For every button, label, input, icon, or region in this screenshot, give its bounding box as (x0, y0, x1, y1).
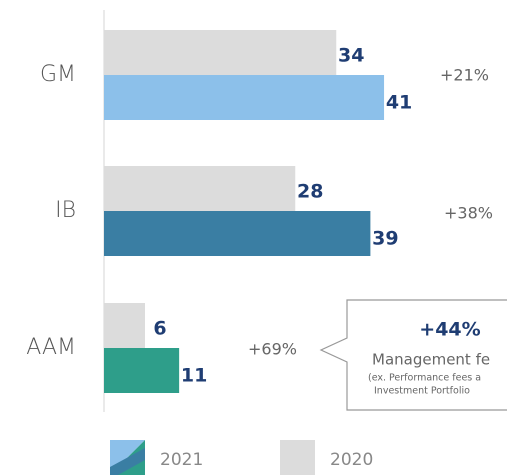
value-label: 39 (372, 228, 398, 250)
callout-text: Management fe (372, 351, 490, 369)
category-label: GM (40, 62, 76, 87)
bar (104, 75, 385, 120)
bar (104, 211, 371, 256)
value-label: 11 (181, 365, 207, 387)
bar (104, 348, 180, 393)
category-label: AAM (26, 335, 76, 360)
value-label: 34 (338, 45, 364, 67)
legend-swatch (110, 448, 145, 475)
category-label: IB (55, 198, 76, 223)
value-label: 6 (153, 318, 166, 340)
callout-note: (ex. Performance fees a (368, 373, 481, 384)
growth-label: +69% (248, 340, 297, 359)
legend-label: 2020 (330, 450, 373, 470)
bar (104, 303, 145, 348)
bar (104, 30, 337, 75)
legend-swatch (280, 440, 315, 475)
callout-headline: +44% (419, 319, 480, 341)
growth-label: +21% (440, 66, 489, 85)
growth-label: +38% (444, 204, 493, 223)
bar (104, 166, 296, 211)
callout-note: Investment Portfolio (374, 386, 470, 397)
legend-label: 2021 (160, 450, 203, 470)
callout-box (319, 299, 507, 411)
value-label: 28 (297, 181, 323, 203)
value-label: 41 (386, 92, 412, 114)
